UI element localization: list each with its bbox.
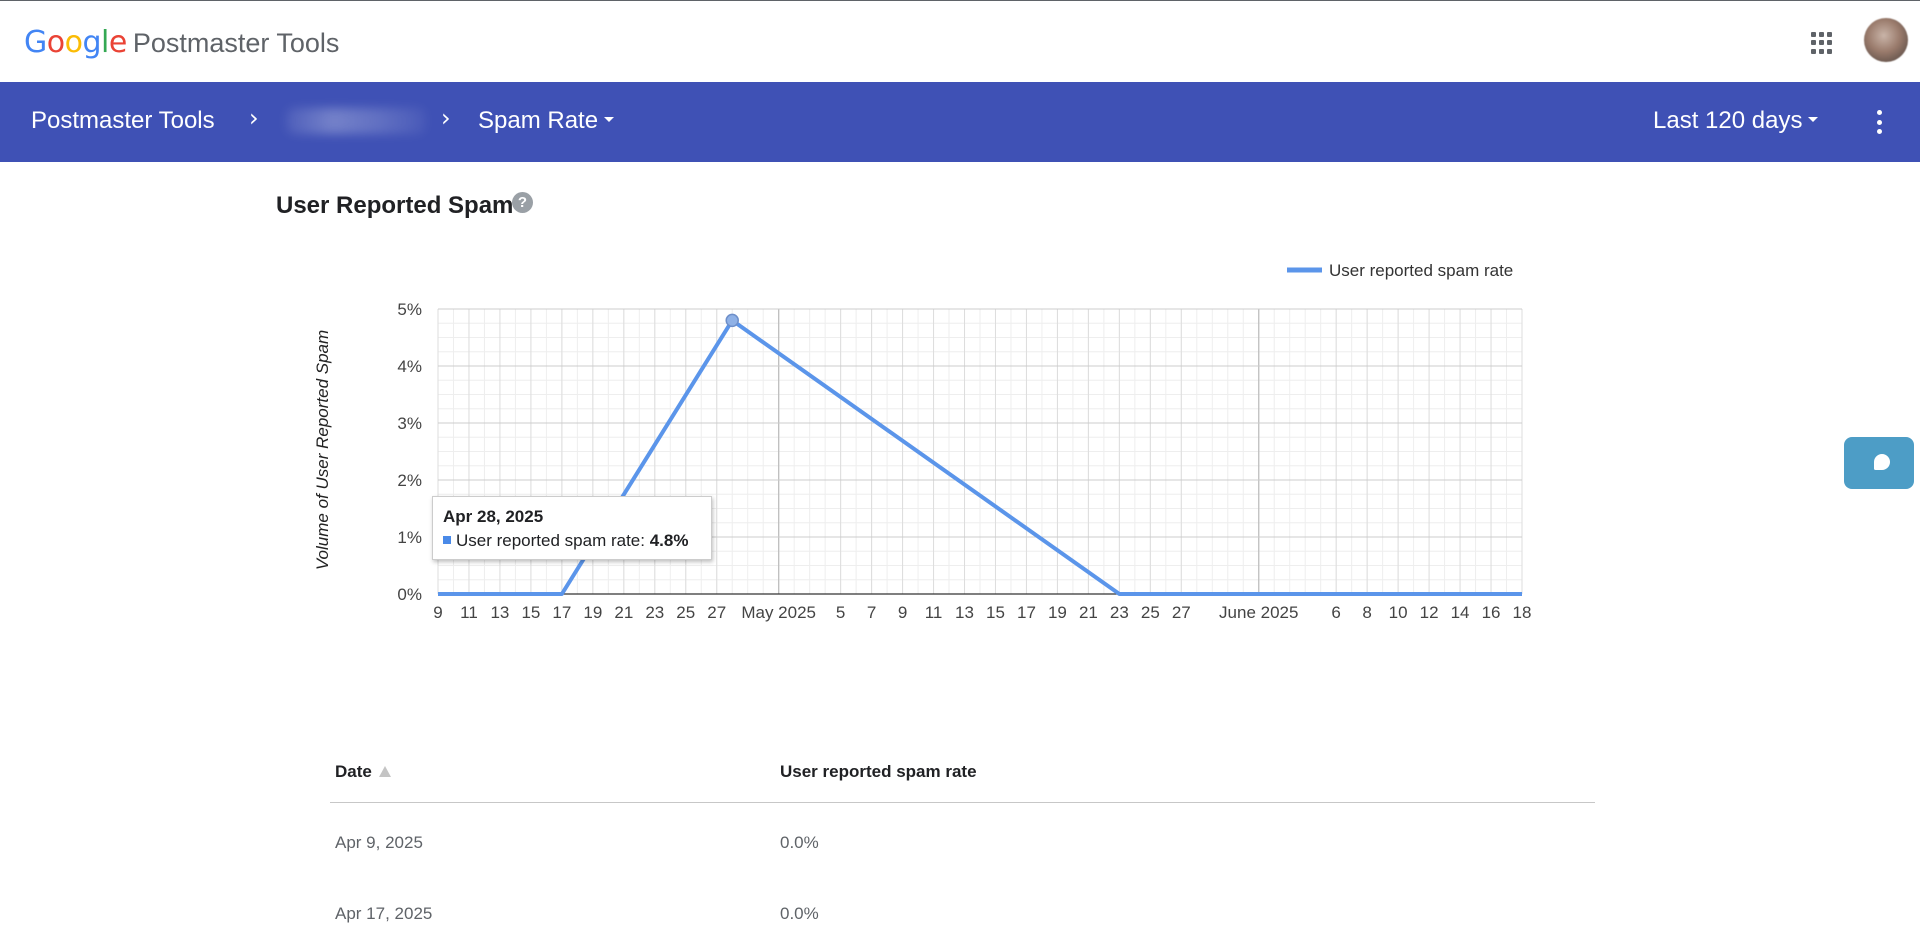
x-tick-label: June 2025 <box>1219 603 1298 622</box>
chart-series <box>438 313 1522 596</box>
account-avatar[interactable] <box>1864 18 1908 62</box>
series-swatch <box>443 536 451 544</box>
x-tick-label: 14 <box>1451 603 1470 622</box>
breadcrumb-postmaster-tools[interactable]: Postmaster Tools <box>31 107 215 134</box>
x-tick-label: 25 <box>676 603 695 622</box>
column-header-rate[interactable]: User reported spam rate <box>775 742 1595 803</box>
x-tick-label: 13 <box>490 603 509 622</box>
x-tick-label: 11 <box>925 603 943 622</box>
caret-down-icon <box>604 117 615 123</box>
x-tick-label: 21 <box>614 603 633 622</box>
column-header-date-label: Date <box>335 761 372 781</box>
x-tick-label: 6 <box>1331 603 1340 622</box>
cell-date: Apr 9, 2025 <box>335 832 423 852</box>
x-tick-label: 12 <box>1420 603 1439 622</box>
x-tick-label: 9 <box>433 603 442 622</box>
tooltip-label: User reported spam rate: <box>456 531 650 550</box>
legend-label: User reported spam rate <box>1329 261 1513 280</box>
logo-letter: e <box>108 25 127 60</box>
table-header-row: Date User reported spam rate <box>330 742 1595 803</box>
y-axis-title: Volume of User Reported Spam <box>313 330 332 570</box>
help-icon[interactable]: ? <box>512 192 533 213</box>
spam-rate-chart: 0% 1% 2% 3% 4% 5% 9 11 13 15 17 19 21 23 25 27 May 2025 5… <box>300 245 1560 645</box>
apps-grid-icon[interactable] <box>1811 32 1833 54</box>
x-tick-label: 10 <box>1389 603 1408 622</box>
logo-letter: o <box>46 25 65 60</box>
app-header: G o o g l e Postmaster Tools <box>0 1 1920 82</box>
tooltip-date: Apr 28, 2025 <box>443 507 544 526</box>
x-tick-label: 23 <box>645 603 664 622</box>
chart-axes: 0% 1% 2% 3% 4% 5% 9 11 13 15 17 19 21 23 25 27 May 2025 5… <box>397 300 1531 622</box>
page-selector-label: Spam Rate <box>478 107 599 134</box>
x-tick-label: 5 <box>836 603 845 622</box>
cell-date: Apr 17, 2025 <box>335 903 433 923</box>
y-tick-label: 0% <box>397 585 422 604</box>
chevron-right-icon: › <box>441 104 451 132</box>
x-tick-label: 17 <box>552 603 571 622</box>
y-tick-label: 1% <box>397 528 422 547</box>
table-row: Apr 9, 2025 0.0% <box>330 802 1595 873</box>
tooltip-value: 4.8% <box>649 531 689 550</box>
cell-rate: 0.0% <box>780 903 819 923</box>
chart-svg: 0% 1% 2% 3% 4% 5% 9 11 13 15 17 19 21 23 25 27 May 2025 5… <box>313 261 1531 622</box>
redacted-domain[interactable] <box>286 108 426 134</box>
y-tick-label: 2% <box>397 471 422 490</box>
date-range-selector[interactable]: Last 120 days <box>1653 107 1819 135</box>
logo-letter: g <box>82 25 102 60</box>
x-tick-label: 8 <box>1362 603 1371 622</box>
google-postmaster-logo[interactable]: G o o g l e Postmaster Tools <box>24 25 339 60</box>
x-tick-label: 19 <box>583 603 602 622</box>
x-tick-label: 11 <box>460 603 478 622</box>
logo-letter: G <box>24 25 47 60</box>
highlighted-point <box>725 313 739 328</box>
spam-rate-table: Date User reported spam rate Apr 9, 2025… <box>330 742 1595 944</box>
top-rule <box>0 0 1920 1</box>
x-tick-label: 27 <box>707 603 726 622</box>
x-tick-label: 7 <box>867 603 876 622</box>
tooltip-line: User reported spam rate: 4.8% <box>443 531 701 551</box>
more-vert-icon[interactable] <box>1877 110 1883 134</box>
x-tick-label: 16 <box>1482 603 1501 622</box>
x-tick-label: 21 <box>1079 603 1098 622</box>
chevron-right-icon: › <box>249 104 259 132</box>
table-row: Apr 17, 2025 0.0% <box>330 873 1595 944</box>
caret-down-icon <box>1808 117 1819 123</box>
y-tick-label: 3% <box>397 414 422 433</box>
breadcrumb-bar: Postmaster Tools › › Spam Rate Last 120 … <box>0 82 1920 162</box>
x-tick-label: 25 <box>1141 603 1160 622</box>
cell-rate: 0.0% <box>780 832 819 852</box>
x-tick-label: 15 <box>521 603 540 622</box>
logo-letter: l <box>101 25 109 60</box>
feedback-button[interactable] <box>1844 437 1914 489</box>
x-tick-label: 27 <box>1172 603 1191 622</box>
column-header-date[interactable]: Date <box>330 742 775 803</box>
section-title: User Reported Spam <box>276 192 514 219</box>
page-selector[interactable]: Spam Rate <box>478 107 615 135</box>
feedback-bubble-icon <box>1874 454 1890 470</box>
x-tick-label: 18 <box>1513 603 1532 622</box>
logo-letter: o <box>64 25 83 60</box>
y-tick-label: 5% <box>397 300 422 319</box>
x-tick-label: 9 <box>898 603 907 622</box>
product-name: Postmaster Tools <box>132 28 340 58</box>
sort-ascending-icon <box>378 765 391 777</box>
x-tick-label: 23 <box>1110 603 1129 622</box>
x-tick-label: 13 <box>955 603 974 622</box>
x-tick-label: 15 <box>986 603 1005 622</box>
x-tick-label: 19 <box>1048 603 1067 622</box>
chart-tooltip: Apr 28, 2025 User reported spam rate: 4.… <box>432 496 712 560</box>
x-tick-label: 17 <box>1017 603 1036 622</box>
y-tick-label: 4% <box>397 357 422 376</box>
chart-legend[interactable]: User reported spam rate <box>1287 261 1513 280</box>
x-tick-label: May 2025 <box>741 603 816 622</box>
date-range-label: Last 120 days <box>1653 107 1803 134</box>
